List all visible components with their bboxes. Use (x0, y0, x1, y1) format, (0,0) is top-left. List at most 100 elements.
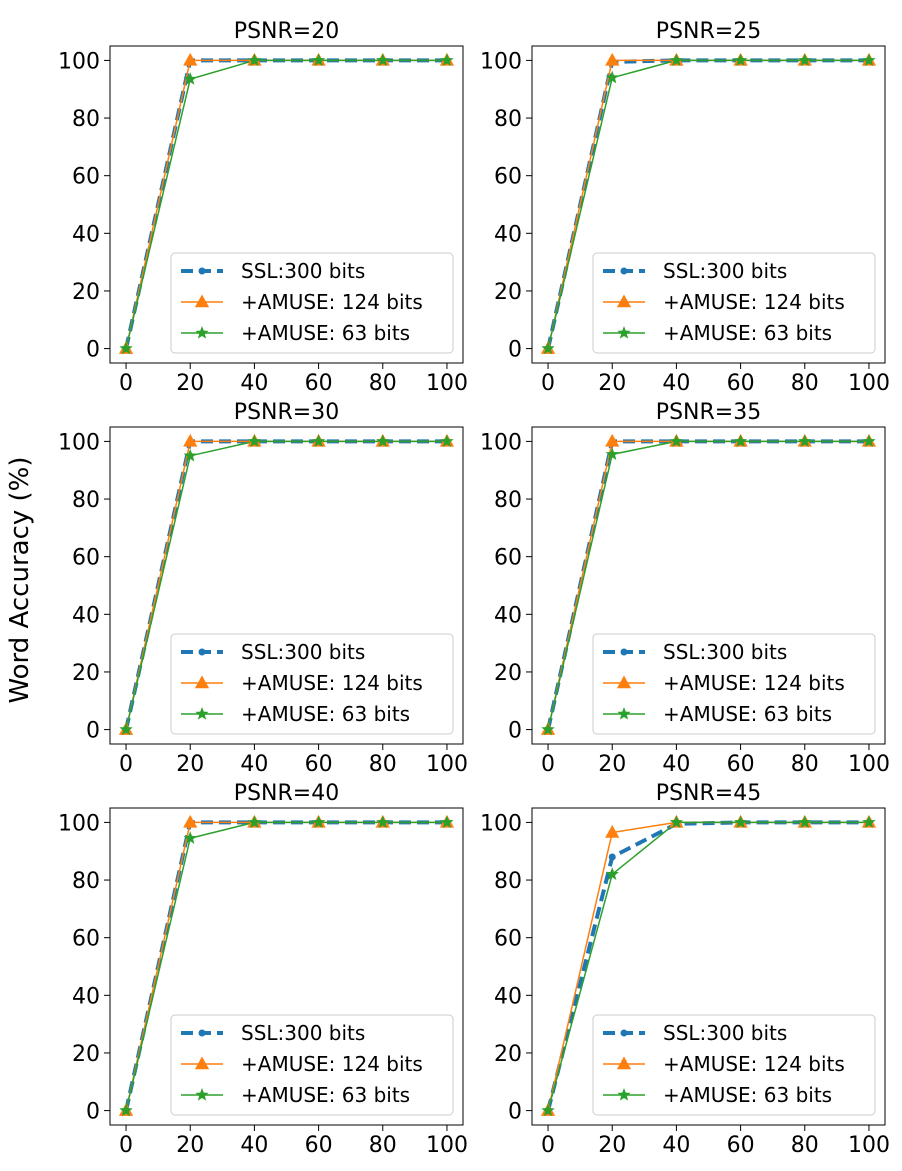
y-tick-label: 40 (494, 603, 522, 628)
legend-label-3: +AMUSE: 63 bits (663, 321, 832, 345)
legend-label-3: +AMUSE: 63 bits (241, 702, 410, 726)
x-tick-label: 60 (305, 752, 333, 777)
legend-label-1: SSL:300 bits (663, 640, 787, 664)
data-point-series-2 (183, 433, 198, 447)
data-point-series-3 (862, 53, 876, 67)
legend-label-2: +AMUSE: 124 bits (663, 671, 845, 695)
data-point-series-3 (541, 341, 555, 355)
legend-marker-1 (620, 1029, 628, 1037)
data-point-series-3 (311, 815, 326, 829)
y-tick-label: 100 (480, 430, 522, 455)
legend-marker-1 (198, 1029, 206, 1037)
x-tick-label: 100 (848, 371, 890, 396)
x-tick-label: 20 (176, 752, 204, 777)
legend-label-1: SSL:300 bits (663, 1021, 787, 1045)
x-tick-label: 80 (791, 752, 819, 777)
x-tick-label: 40 (662, 1133, 690, 1158)
data-point-series-1 (608, 853, 616, 861)
y-tick-label: 20 (494, 1042, 522, 1067)
legend-box (592, 252, 876, 354)
y-tick-label: 20 (72, 280, 100, 305)
x-tick-label: 40 (240, 371, 268, 396)
y-tick-label: 60 (72, 927, 100, 952)
y-tick-label: 60 (494, 927, 522, 952)
legend-marker-3 (617, 326, 631, 339)
data-point-series-3 (669, 53, 684, 67)
x-tick-label: 0 (541, 371, 555, 396)
x-tick-label: 100 (426, 1133, 468, 1158)
x-tick-label: 40 (662, 752, 690, 777)
legend: SSL:300 bits +AMUSE: 124 bits +AMUSE: 63 b… (170, 1014, 454, 1116)
legend-marker-3 (195, 326, 209, 339)
legend-box (170, 1014, 454, 1116)
data-point-series-3 (541, 722, 555, 736)
legend-marker-2 (194, 675, 210, 689)
y-tick-label: 100 (480, 811, 522, 836)
legend-label-2: +AMUSE: 124 bits (663, 290, 845, 314)
x-tick-label: 80 (791, 1133, 819, 1158)
x-tick-label: 60 (727, 752, 755, 777)
legend-marker-1 (620, 267, 628, 275)
y-tick-label: 0 (86, 1100, 100, 1125)
data-point-series-3 (669, 815, 684, 829)
subplot-6: PSNR=45 0 20 40 60 80 100 0 20 40 60 80 100 SSL:300 b… (480, 781, 890, 1158)
legend-label-3: +AMUSE: 63 bits (663, 702, 832, 726)
data-point-series-3 (119, 722, 133, 736)
data-point-series-3 (311, 434, 326, 448)
y-tick-label: 100 (480, 49, 522, 74)
data-point-series-3 (798, 434, 812, 448)
plot-area-frame (531, 426, 886, 745)
y-tick-label: 40 (72, 984, 100, 1009)
data-point-series-3 (669, 434, 684, 448)
legend-marker-1 (198, 267, 206, 275)
x-tick-label: 0 (119, 752, 133, 777)
data-point-series-3 (862, 434, 876, 448)
y-tick-label: 80 (494, 107, 522, 132)
subplot-5: PSNR=40 0 20 40 60 80 100 0 20 40 60 80 100 SSL:300 b… (58, 781, 468, 1158)
series-line-3 (547, 821, 869, 1111)
data-point-series-3 (183, 831, 197, 844)
legend-label-3: +AMUSE: 63 bits (241, 1083, 410, 1107)
y-tick-label: 0 (86, 719, 100, 744)
data-point-series-3 (605, 447, 619, 461)
legend-marker-1 (620, 648, 628, 656)
subplot-1: PSNR=20 0 20 40 60 80 100 0 20 40 60 80 100 SSL:300 b… (58, 19, 468, 396)
data-point-series-3 (862, 815, 876, 829)
legend-marker-3 (617, 707, 631, 720)
x-tick-label: 80 (369, 752, 397, 777)
y-tick-label: 20 (494, 661, 522, 686)
data-point-series-3 (247, 53, 262, 67)
data-point-series-3 (440, 434, 454, 448)
subplot-3: PSNR=30 0 20 40 60 80 100 0 20 40 60 80 100 SSL:300 b… (58, 400, 468, 777)
data-point-series-3 (605, 867, 619, 880)
y-tick-label: 40 (494, 984, 522, 1009)
legend-label-1: SSL:300 bits (241, 640, 365, 664)
y-tick-label: 0 (508, 338, 522, 363)
x-tick-label: 0 (541, 1133, 555, 1158)
data-point-series-2 (605, 824, 620, 838)
series-line-3 (125, 59, 447, 349)
legend-marker-3 (195, 707, 209, 720)
y-tick-label: 40 (494, 222, 522, 247)
legend-marker-2 (616, 1056, 632, 1070)
series-line-3 (125, 440, 447, 730)
legend-box (592, 1014, 876, 1116)
y-tick-label: 0 (86, 338, 100, 363)
legend-box (170, 633, 454, 735)
legend-box (592, 633, 876, 735)
data-point-series-3 (376, 815, 390, 829)
subplot-title: PSNR=25 (656, 19, 761, 44)
data-point-series-3 (247, 815, 262, 829)
subplot-2: PSNR=25 0 20 40 60 80 100 0 20 40 60 80 100 SSL:300 b… (480, 19, 890, 396)
subplot-title: PSNR=30 (234, 400, 339, 425)
data-point-series-3 (733, 434, 748, 448)
series-line-3 (125, 821, 447, 1111)
plot-area-frame (109, 807, 464, 1126)
legend-label-2: +AMUSE: 124 bits (241, 1052, 423, 1076)
legend-marker-2 (194, 294, 210, 308)
legend-marker-2 (616, 294, 632, 308)
data-point-series-3 (798, 815, 812, 829)
x-tick-label: 80 (791, 371, 819, 396)
x-tick-label: 60 (305, 1133, 333, 1158)
